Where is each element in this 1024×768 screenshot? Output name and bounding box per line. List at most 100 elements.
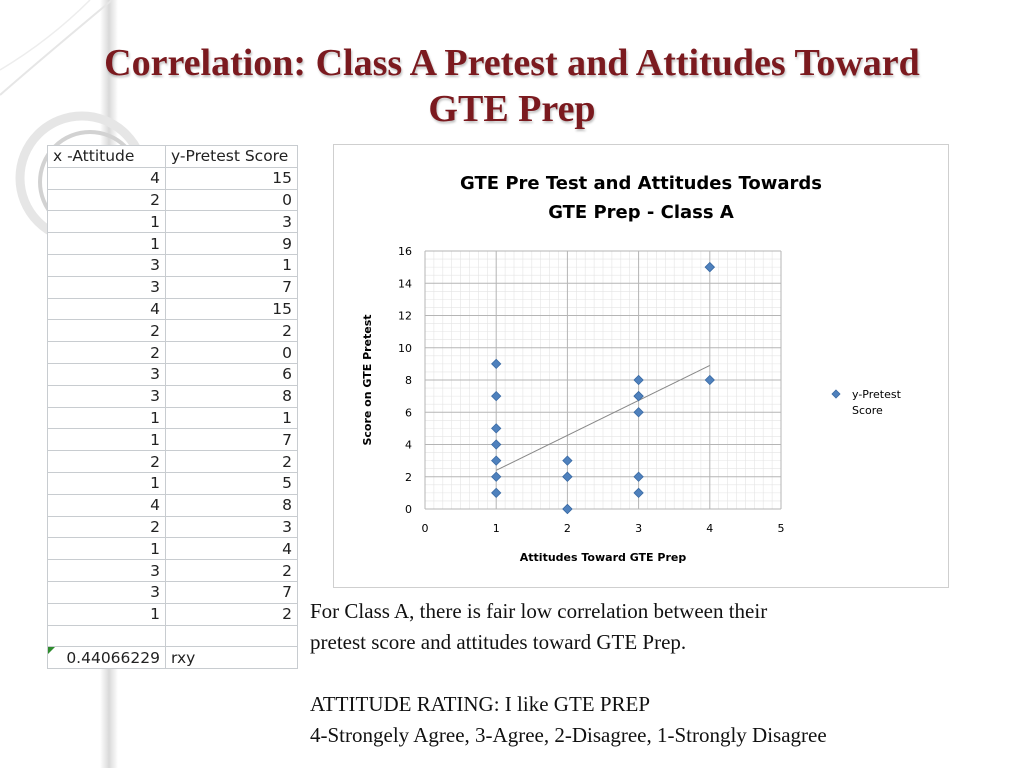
cell-y-pretest: 4	[165, 537, 298, 561]
data-point	[562, 455, 573, 466]
data-point	[704, 374, 715, 386]
cell-x-attitude: 2	[47, 515, 166, 539]
caption-line-3: ATTITUDE RATING: I like GTE PREP	[310, 692, 651, 716]
legend-marker	[831, 389, 841, 399]
y-tick-label: 8	[405, 374, 412, 387]
cell-x-attitude: 3	[47, 559, 166, 582]
y-tick-label: 2	[405, 471, 412, 484]
cell-x-attitude: 1	[47, 602, 166, 626]
x-tick-label: 0	[422, 522, 429, 535]
cell-y-pretest: 9	[165, 232, 298, 255]
cell-y-pretest: 7	[165, 580, 298, 604]
cell-x-attitude: 4	[47, 493, 166, 517]
cell-y-pretest: 0	[165, 341, 298, 364]
cell-y-pretest: 8	[165, 493, 298, 517]
cell-x-attitude: 3	[47, 275, 166, 299]
data-point	[633, 374, 644, 386]
data-table: x -Attitude y-Pretest Score 4 15 2 0 1 3 1 9 3 1 3…	[47, 145, 298, 670]
data-point	[633, 407, 644, 418]
table-row: 4 15	[47, 166, 298, 190]
scatter-chart: GTE Pre Test and Attitudes Towards GTE Pr…	[333, 144, 949, 588]
caption-line-2: pretest score and attitudes toward GTE P…	[310, 630, 687, 654]
cell-y-pretest: 15	[165, 166, 298, 190]
cell-y-pretest: 1	[165, 406, 298, 430]
data-point	[704, 261, 715, 273]
data-point	[491, 423, 502, 434]
cell-x-attitude: 3	[47, 384, 166, 408]
data-point	[491, 487, 502, 499]
correlation-value: 0.44066229	[47, 646, 166, 670]
cell-y-pretest: 3	[165, 515, 298, 539]
y-tick-label: 6	[405, 406, 412, 419]
chart-svg: GTE Pre Test and Attitudes Towards GTE Pr…	[361, 173, 902, 564]
slide-title: Correlation: Class A Pretest and Attitud…	[20, 40, 1004, 132]
caption: For Class A, there is fair low correlati…	[310, 596, 1010, 751]
cell-x-attitude: 3	[47, 580, 166, 604]
data-point	[491, 455, 502, 466]
y-tick-label: 12	[398, 310, 412, 323]
caption-line-4: 4-Strongely Agree, 3-Agree, 2-Disagree, …	[310, 723, 827, 747]
trendline	[495, 365, 711, 471]
cell-x-attitude: 2	[47, 188, 166, 212]
header-x-attitude: x -Attitude	[47, 145, 166, 168]
cell-y-pretest: 5	[165, 471, 298, 495]
data-point	[491, 439, 502, 450]
cell-y-pretest: 7	[165, 275, 298, 299]
chart-title-line-1: GTE Pre Test and Attitudes Towards	[460, 173, 822, 194]
cell-x-attitude: 2	[47, 341, 166, 364]
header-y-pretest: y-Pretest Score	[165, 145, 298, 168]
correlation-value-text: 0.44066229	[66, 648, 160, 667]
cell-x-attitude: 3	[47, 253, 166, 277]
empty-cell	[165, 624, 298, 648]
cell-y-pretest: 2	[165, 602, 298, 626]
data-point	[562, 503, 573, 515]
table-empty-row	[47, 624, 298, 648]
x-tick-label: 5	[778, 522, 785, 535]
cell-y-pretest: 1	[165, 253, 298, 277]
table-result-row: 0.44066229 rxy	[47, 646, 298, 670]
cell-y-pretest: 6	[165, 362, 298, 386]
slide-title-line-2: GTE Prep	[428, 88, 596, 130]
legend-label: y-Pretest Score	[852, 388, 902, 417]
cell-y-pretest: 15	[165, 297, 298, 321]
slide-title-line-1: Correlation: Class A Pretest and Attitud…	[104, 42, 920, 84]
data-point	[491, 358, 502, 370]
cell-y-pretest: 0	[165, 188, 298, 212]
table-row: 4 15	[47, 297, 298, 321]
x-axis-label: Attitudes Toward GTE Prep	[520, 551, 687, 564]
cell-y-pretest: 2	[165, 450, 298, 473]
data-point	[562, 471, 573, 482]
cell-y-pretest: 2	[165, 319, 298, 343]
cell-x-attitude: 1	[47, 232, 166, 255]
x-tick-label: 2	[564, 522, 571, 535]
x-tick-label: 1	[493, 522, 500, 535]
y-tick-label: 4	[405, 439, 412, 452]
cell-x-attitude: 2	[47, 450, 166, 473]
cell-x-attitude: 1	[47, 210, 166, 234]
cell-y-pretest: 7	[165, 428, 298, 452]
cell-y-pretest: 2	[165, 559, 298, 582]
cell-x-attitude: 4	[47, 297, 166, 321]
y-tick-label: 10	[398, 342, 412, 355]
cell-x-attitude: 2	[47, 319, 166, 343]
y-tick-label: 0	[405, 503, 412, 516]
table-header-row: x -Attitude y-Pretest Score	[47, 145, 298, 168]
empty-cell	[47, 624, 166, 648]
data-point	[491, 471, 502, 482]
